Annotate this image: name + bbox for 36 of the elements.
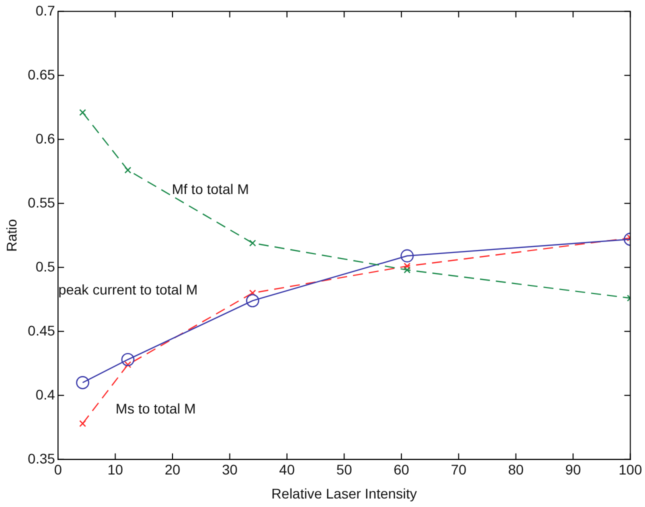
x-tick-label: 40	[279, 462, 295, 478]
x-axis-title: Relative Laser Intensity	[271, 485, 417, 502]
y-tick-label: 0.45	[28, 322, 56, 338]
y-tick-label: 0.65	[28, 66, 56, 82]
y-tick-label: 0.7	[36, 2, 56, 18]
x-tick-label: 10	[107, 462, 124, 478]
point	[76, 376, 90, 390]
point	[404, 262, 411, 270]
point	[124, 166, 132, 174]
y-tick-label: 0.35	[28, 450, 56, 466]
x-tick-label: 70	[450, 462, 467, 478]
point	[249, 290, 256, 296]
y-tick-label: 0.4	[36, 386, 56, 402]
x-tick-label: 50	[336, 462, 352, 478]
point	[79, 109, 86, 116]
point	[124, 361, 132, 368]
y-axis-title: Ratio	[3, 218, 20, 252]
point	[400, 249, 414, 262]
x-tick-label: 90	[565, 462, 582, 478]
y-tick-label: 0.55	[28, 194, 56, 210]
point	[249, 240, 256, 247]
point	[404, 266, 411, 274]
x-tick-label: 60	[394, 462, 410, 478]
x-tick-label: 0	[54, 462, 62, 478]
x-tick-label: 100	[618, 462, 642, 478]
y-tick-label: 0.6	[36, 130, 56, 146]
point	[79, 420, 86, 427]
series-label: Mf to total M	[172, 180, 249, 197]
x-tick-label: 30	[222, 462, 238, 478]
point	[246, 294, 260, 308]
point	[121, 352, 134, 366]
x-tick-label: 20	[164, 462, 180, 478]
series-label: Ms to total M	[116, 400, 196, 416]
y-tick-label: 0.5	[36, 258, 56, 274]
series-label: peak current to total M	[58, 282, 198, 298]
x-tick-label: 80	[508, 462, 524, 478]
